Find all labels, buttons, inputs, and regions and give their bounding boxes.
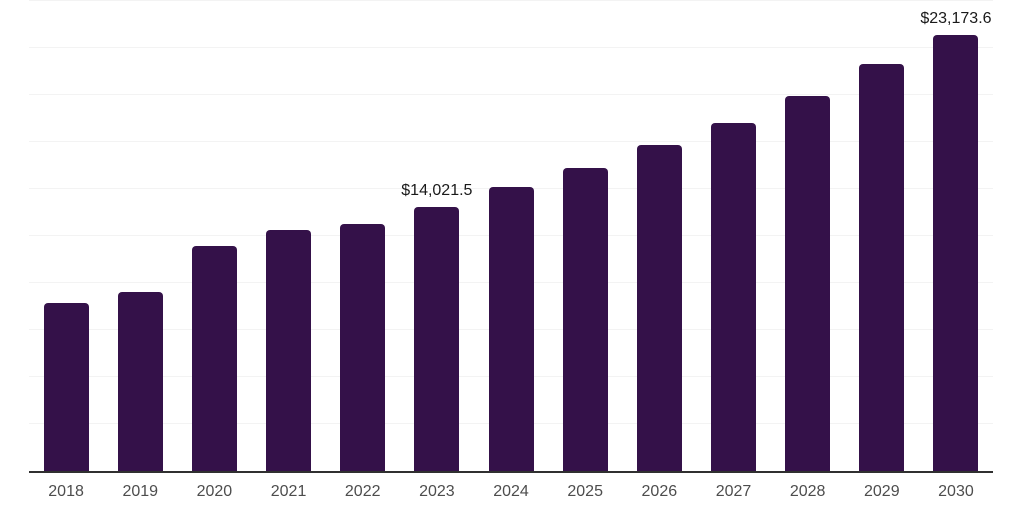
x-tick-2026: 2026 xyxy=(641,483,678,500)
gridline xyxy=(29,141,993,142)
bar-2027[interactable] xyxy=(710,123,756,471)
x-tick-2021: 2021 xyxy=(270,483,307,500)
bar-band-2020 xyxy=(177,1,251,471)
bar-band-2021 xyxy=(251,1,325,471)
bar-2028[interactable] xyxy=(785,96,831,471)
x-axis-labels: 2018 2019 2020 2021 2022 2023 2024 2025 2026 2027… xyxy=(29,482,993,502)
bar-band-2018 xyxy=(29,1,103,471)
gridline xyxy=(29,47,993,48)
gridline xyxy=(29,94,993,95)
bar-band-2027 xyxy=(696,1,770,471)
bars-row: $14,021.5 $23,173.6 xyxy=(29,1,993,471)
x-tick-2027: 2027 xyxy=(715,483,752,500)
bar-2024[interactable] xyxy=(488,187,534,471)
x-tick-2020: 2020 xyxy=(196,483,233,500)
x-tick-2018: 2018 xyxy=(48,483,84,500)
bar-2019[interactable] xyxy=(117,291,163,471)
bar-2023[interactable] xyxy=(414,207,460,471)
x-tick-2030: 2030 xyxy=(938,483,974,500)
bar-band-2026 xyxy=(622,1,696,471)
bar-band-2029 xyxy=(845,1,919,471)
x-tick-2024: 2024 xyxy=(493,483,529,500)
data-label-2023: $14,021.5 xyxy=(401,182,473,200)
bar-band-2024 xyxy=(474,1,548,471)
bar-2025[interactable] xyxy=(562,168,608,471)
x-tick-2019: 2019 xyxy=(122,483,159,500)
bar-band-2019 xyxy=(103,1,177,471)
bar-band-2022 xyxy=(326,1,400,471)
x-tick-2029: 2029 xyxy=(864,483,900,500)
data-label-2030: $23,173.6 xyxy=(920,10,992,28)
x-tick-2023: 2023 xyxy=(419,483,455,500)
x-tick-2025: 2025 xyxy=(567,483,603,500)
plot-area: $14,021.5 $23,173.6 xyxy=(29,0,993,473)
bar-2030[interactable] xyxy=(933,35,979,471)
bar-band-2025 xyxy=(548,1,622,471)
x-tick-2028: 2028 xyxy=(789,483,826,500)
bar-2021[interactable] xyxy=(266,230,312,471)
gridline xyxy=(29,0,993,1)
bar-band-2030: $23,173.6 xyxy=(919,1,993,471)
bar-2018[interactable] xyxy=(43,302,89,471)
bar-2022[interactable] xyxy=(340,224,386,471)
bar-band-2023: $14,021.5 xyxy=(400,1,474,471)
x-tick-2022: 2022 xyxy=(344,483,381,500)
bar-2026[interactable] xyxy=(636,145,682,471)
bar-2029[interactable] xyxy=(859,64,905,471)
bar-band-2028 xyxy=(771,1,845,471)
bar-2020[interactable] xyxy=(191,246,237,471)
